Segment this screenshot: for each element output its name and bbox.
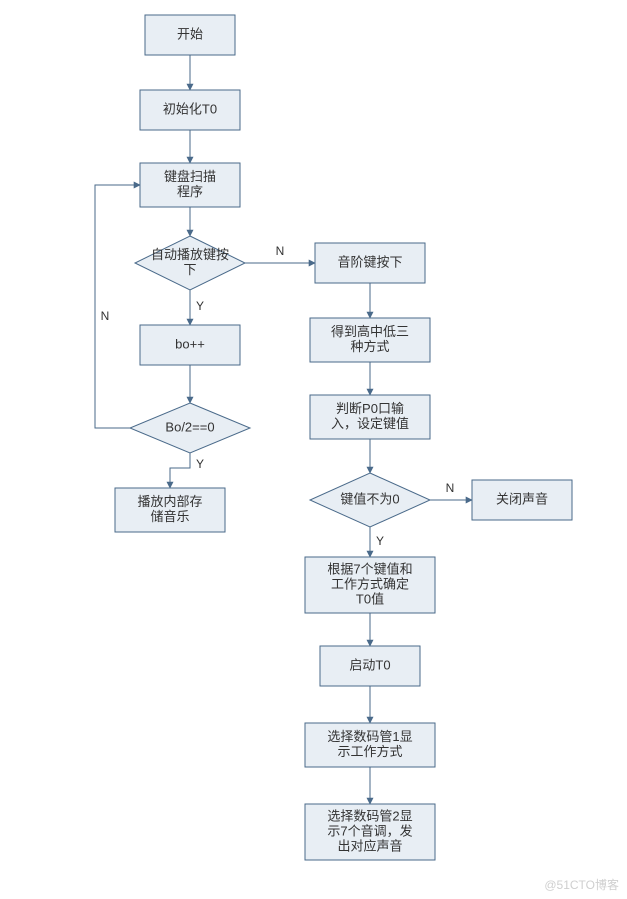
flowchart: Y Y N Y N N 开始初始化T0 键盘扫描程序自动播放键按下 bo++ Bo/2==0 播放内… [0, 0, 627, 899]
flow-edge-label: N [446, 481, 455, 495]
flow-node-text: 关闭声音 [496, 491, 548, 506]
flow-node-text: 工作方式确定 [331, 576, 409, 591]
flow-node-text: Bo/2==0 [165, 419, 214, 434]
flow-node-text: 入，设定键值 [331, 416, 409, 431]
flow-edge-label: N [276, 244, 285, 258]
flow-node-text: 键盘扫描 [164, 169, 216, 184]
flow-edge [170, 453, 190, 488]
flow-node-text: 储音乐 [150, 509, 189, 524]
flow-node-text: 选择数码管1显 [327, 729, 412, 744]
flow-node-text: 判断P0口输 [336, 401, 404, 416]
watermark: @51CTO博客 [544, 876, 619, 893]
flow-node-text: 得到高中低三 [331, 324, 409, 339]
flow-node-text: 初始化T0 [163, 101, 217, 116]
flow-node-text: T0值 [356, 591, 384, 606]
flow-node-text: 选择数码管2显 [327, 808, 412, 823]
flow-node-text: 出对应声音 [337, 838, 402, 853]
flow-edge-label: Y [376, 534, 384, 548]
flow-node-text: 下 [183, 262, 196, 277]
flow-node-text: 开始 [177, 26, 203, 41]
flow-node-text: 播放内部存 [137, 494, 202, 509]
flow-node-text: 启动T0 [349, 657, 390, 672]
flow-node-text: 示7个音调，发 [327, 823, 412, 838]
flow-edge [95, 185, 140, 428]
flow-node-text: 自动播放键按 [151, 247, 229, 262]
flow-node-text: 种方式 [350, 339, 389, 354]
flow-node-text: 程序 [177, 184, 203, 199]
flow-node-text: 根据7个键值和 [327, 561, 412, 576]
flow-edge-label: N [101, 309, 110, 323]
flow-node-text: 音阶键按下 [337, 254, 402, 269]
flow-node-text: bo++ [175, 336, 205, 351]
flow-node-text: 示工作方式 [337, 744, 402, 759]
flow-edge-label: Y [196, 299, 204, 313]
flow-node-text: 键值不为0 [340, 491, 399, 506]
flow-edge-label: Y [196, 457, 204, 471]
